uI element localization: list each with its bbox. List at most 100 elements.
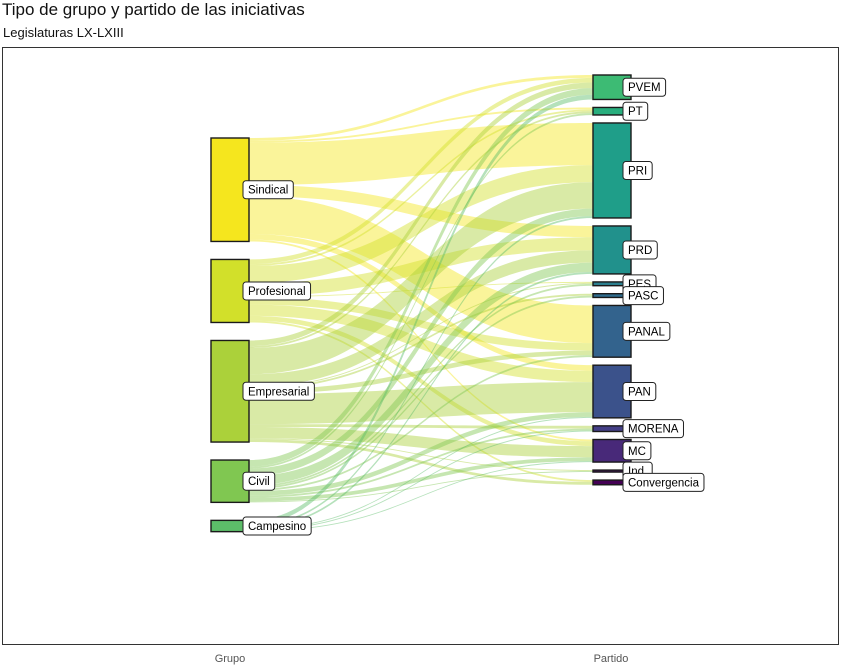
- flow-civil-to-pvem: [249, 88, 593, 467]
- label-box-mc: [622, 441, 652, 461]
- label-text-civil: Civil: [248, 476, 270, 488]
- flow-campesino-to-morena: [249, 430, 593, 531]
- flow-profesional-to-panal: [249, 297, 593, 351]
- label-box-convergencia: [622, 472, 705, 492]
- flow-sindical-to-pri: [249, 122, 593, 186]
- flow-empresarial-to-morena: [249, 424, 593, 429]
- node-profesional: [210, 258, 250, 324]
- label-box-pri: [622, 160, 653, 180]
- label-box-panal: [622, 321, 671, 341]
- flow-profesional-to-convergencia: [249, 320, 593, 482]
- axis-label-partido: Partido: [594, 653, 629, 665]
- flow-profesional-to-pes: [249, 281, 593, 298]
- flow-profesional-to-pvem: [249, 77, 593, 265]
- flow-civil-to-ind: [249, 471, 593, 503]
- flow-empresarial-to-prd: [249, 250, 593, 387]
- label-box-prd: [622, 240, 658, 260]
- label-prd: PRD: [622, 240, 658, 260]
- label-text-pan: PAN: [628, 387, 651, 399]
- flow-campesino-to-pan: [249, 416, 593, 530]
- label-campesino: Campesino: [242, 516, 312, 536]
- flow-empresarial-to-panal: [249, 350, 593, 395]
- label-pt: PT: [622, 101, 649, 121]
- flow-empresarial-to-pt: [249, 111, 593, 348]
- flow-sindical-to-panal: [249, 196, 593, 344]
- label-morena: MORENA: [622, 419, 684, 439]
- label-pasc: PASC: [622, 286, 664, 306]
- label-box-pasc: [622, 286, 664, 306]
- flow-civil-to-pan: [249, 412, 593, 496]
- label-box-morena: [622, 419, 684, 439]
- label-text-morena: MORENA: [628, 424, 679, 436]
- label-civil: Civil: [242, 471, 276, 491]
- label-text-convergencia: Convergencia: [628, 477, 700, 489]
- label-box-pan: [622, 382, 657, 402]
- label-text-mc: MC: [628, 446, 646, 458]
- label-text-pasc: PASC: [628, 291, 658, 303]
- label-pri: PRI: [622, 160, 653, 180]
- flow-profesional-to-prd: [249, 237, 593, 297]
- label-text-pvem: PVEM: [628, 82, 661, 94]
- label-text-panal: PANAL: [628, 326, 665, 338]
- flow-sindical-to-pvem: [249, 75, 593, 141]
- flow-civil-to-prd: [249, 262, 593, 486]
- label-text-campesino: Campesino: [248, 521, 306, 533]
- flow-empresarial-to-pasc: [249, 293, 593, 390]
- flow-empresarial-to-ind: [249, 438, 593, 472]
- flow-empresarial-to-pri: [249, 182, 593, 375]
- flow-profesional-to-mc: [249, 315, 593, 447]
- flow-campesino-to-pri: [249, 216, 593, 527]
- label-box-profesional: [242, 281, 312, 301]
- flow-profesional-to-pan: [249, 304, 593, 383]
- flow-sindical-to-mc: [249, 239, 593, 442]
- flow-campesino-to-pvem: [249, 94, 593, 526]
- label-convergencia: Convergencia: [622, 472, 705, 492]
- flow-empresarial-to-pes: [249, 282, 593, 388]
- label-box-campesino: [242, 516, 312, 536]
- plot-panel: [2, 47, 839, 645]
- label-pan: PAN: [622, 382, 657, 402]
- flow-sindical-to-pan: [249, 233, 593, 371]
- flow-sindical-to-prd: [249, 185, 593, 238]
- flow-civil-to-pasc: [249, 295, 593, 490]
- flow-empresarial-to-pvem: [249, 82, 593, 347]
- label-text-pt: PT: [628, 106, 643, 118]
- axis-label-grupo: Grupo: [215, 653, 246, 665]
- label-text-sindical: Sindical: [248, 185, 288, 197]
- flow-campesino-to-prd: [249, 272, 593, 529]
- label-box-sindical: [242, 180, 294, 200]
- label-sindical: Sindical: [242, 180, 294, 200]
- chart-title: Tipo de grupo y partido de las iniciativ…: [2, 0, 305, 19]
- chart-subtitle: Legislaturas LX-LXIII: [3, 25, 124, 40]
- flow-civil-to-pri: [249, 208, 593, 477]
- label-text-pri: PRI: [628, 165, 647, 177]
- label-text-empresarial: Empresarial: [248, 386, 309, 398]
- label-mc: MC: [622, 441, 652, 461]
- label-panal: PANAL: [622, 321, 671, 341]
- flow-empresarial-to-pan: [249, 382, 593, 425]
- flow-campesino-to-mc: [249, 461, 593, 532]
- flow-civil-to-morena: [249, 428, 593, 498]
- label-text-prd: PRD: [628, 245, 652, 257]
- flow-profesional-to-pri: [249, 165, 593, 283]
- label-box-empresarial: [242, 381, 315, 401]
- flow-civil-to-mc: [249, 457, 593, 502]
- label-profesional: Profesional: [242, 281, 312, 301]
- flow-profesional-to-pt: [249, 109, 593, 267]
- flow-civil-to-pt: [249, 113, 593, 469]
- nodes-layer: [210, 74, 632, 533]
- label-text-profesional: Profesional: [248, 286, 306, 298]
- flow-empresarial-to-convergencia: [249, 439, 593, 485]
- flow-civil-to-pes: [249, 283, 593, 488]
- label-box-pt: [622, 101, 649, 121]
- flows-layer: [249, 75, 593, 532]
- flow-sindical-to-pt: [249, 107, 593, 143]
- labels-layer: Sindical Profesional Empresarial Civil Campe…: [242, 77, 705, 536]
- label-box-civil: [242, 471, 276, 491]
- label-pvem: PVEM: [622, 77, 667, 97]
- label-empresarial: Empresarial: [242, 381, 315, 401]
- label-box-pvem: [622, 77, 667, 97]
- flow-empresarial-to-mc: [249, 426, 593, 458]
- flow-civil-to-panal: [249, 355, 593, 492]
